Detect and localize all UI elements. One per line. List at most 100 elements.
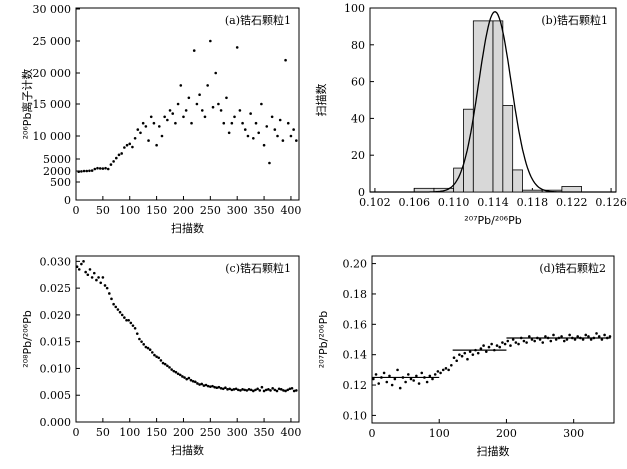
data-point bbox=[377, 382, 381, 385]
data-point bbox=[116, 308, 120, 311]
data-point bbox=[511, 338, 515, 341]
data-point bbox=[530, 338, 534, 341]
x-tick-label: 300 bbox=[563, 427, 584, 440]
data-point bbox=[275, 389, 279, 393]
data-point bbox=[249, 388, 253, 392]
data-point bbox=[133, 137, 137, 140]
data-point bbox=[562, 339, 566, 343]
chart-title: (c)锆石颗粒1 bbox=[225, 261, 291, 275]
data-point bbox=[289, 134, 293, 138]
y-tick-label: 20 bbox=[351, 149, 365, 162]
data-point bbox=[82, 260, 85, 263]
y-tick-label: 0.18 bbox=[343, 288, 368, 301]
data-point bbox=[85, 169, 89, 173]
data-point bbox=[112, 302, 115, 306]
x-axis-label: 扫描数 bbox=[477, 444, 510, 458]
data-point bbox=[161, 361, 165, 365]
data-point bbox=[155, 355, 158, 358]
data-point bbox=[290, 386, 294, 390]
data-point bbox=[433, 373, 437, 376]
data-point bbox=[265, 125, 269, 128]
data-point bbox=[200, 109, 204, 112]
data-point bbox=[498, 345, 502, 349]
y-tick-label: 0.000 bbox=[40, 416, 72, 429]
data-point bbox=[256, 387, 259, 391]
data-point bbox=[142, 343, 146, 346]
data-point bbox=[144, 345, 148, 349]
y-tick-label: 0.010 bbox=[40, 362, 72, 375]
data-point bbox=[98, 167, 102, 170]
data-point bbox=[202, 384, 206, 387]
data-point bbox=[170, 368, 173, 371]
data-point bbox=[181, 375, 184, 378]
histogram-bar bbox=[463, 108, 474, 193]
data-point bbox=[75, 265, 79, 269]
data-point bbox=[401, 376, 405, 379]
data-point bbox=[584, 333, 588, 337]
x-tick-label: 0.122 bbox=[556, 196, 588, 209]
panel-d: 0 100 200 300 0.10 0.12 0.14 0.16 0.18 0.20 (d)锆石颗… bbox=[317, 255, 615, 458]
x-tick-label: 350 bbox=[254, 426, 275, 439]
data-point bbox=[211, 384, 214, 388]
data-point bbox=[423, 376, 426, 379]
data-point bbox=[93, 167, 97, 171]
y-tick-label: 15 000 bbox=[33, 98, 72, 111]
data-point bbox=[288, 387, 292, 391]
data-point bbox=[195, 102, 199, 106]
data-point bbox=[88, 268, 92, 271]
data-point bbox=[184, 109, 188, 112]
data-point bbox=[120, 313, 124, 317]
y-axis-label: ²⁰⁷Pb/²⁰⁶Pb bbox=[317, 311, 330, 368]
data-point bbox=[82, 169, 86, 173]
data-point bbox=[380, 376, 383, 379]
data-point bbox=[88, 169, 91, 173]
data-point bbox=[80, 262, 83, 266]
data-point bbox=[238, 109, 242, 112]
y-tick-label: 60 bbox=[351, 76, 365, 89]
data-point bbox=[372, 377, 375, 381]
data-point bbox=[420, 371, 424, 375]
y-tick-label: 20 000 bbox=[33, 67, 72, 80]
data-point bbox=[458, 353, 461, 356]
data-point bbox=[157, 356, 161, 360]
data-point bbox=[295, 139, 298, 142]
x-tick-label: 0.110 bbox=[438, 196, 470, 209]
data-point bbox=[153, 353, 156, 357]
data-point bbox=[501, 341, 504, 344]
data-point bbox=[241, 121, 244, 125]
data-point bbox=[284, 389, 287, 393]
data-point bbox=[474, 348, 477, 352]
data-point bbox=[192, 49, 196, 52]
data-point bbox=[149, 115, 153, 119]
data-point bbox=[131, 145, 134, 149]
data-point bbox=[214, 71, 218, 75]
data-point bbox=[538, 338, 542, 341]
data-point bbox=[252, 389, 255, 393]
data-point bbox=[487, 345, 491, 349]
data-point bbox=[407, 373, 410, 376]
data-point bbox=[260, 385, 264, 389]
x-tick-label: 50 bbox=[96, 204, 110, 217]
data-point bbox=[388, 374, 391, 378]
data-point bbox=[123, 146, 126, 149]
data-point bbox=[193, 380, 197, 384]
data-point bbox=[592, 336, 596, 340]
data-point bbox=[482, 344, 485, 347]
x-tick-label: 50 bbox=[96, 426, 110, 439]
data-point bbox=[163, 115, 166, 119]
data-point bbox=[230, 121, 234, 125]
data-point bbox=[278, 118, 282, 122]
data-point bbox=[147, 139, 150, 142]
x-tick-label: 350 bbox=[254, 204, 275, 217]
data-point bbox=[92, 271, 96, 275]
data-point bbox=[258, 389, 262, 392]
data-point bbox=[271, 386, 274, 390]
data-point bbox=[101, 167, 105, 170]
data-point bbox=[217, 385, 221, 389]
data-point bbox=[269, 389, 272, 392]
data-point bbox=[573, 338, 577, 341]
data-point bbox=[90, 169, 94, 172]
data-point bbox=[105, 286, 109, 290]
data-point bbox=[517, 342, 520, 346]
data-point bbox=[262, 389, 266, 393]
